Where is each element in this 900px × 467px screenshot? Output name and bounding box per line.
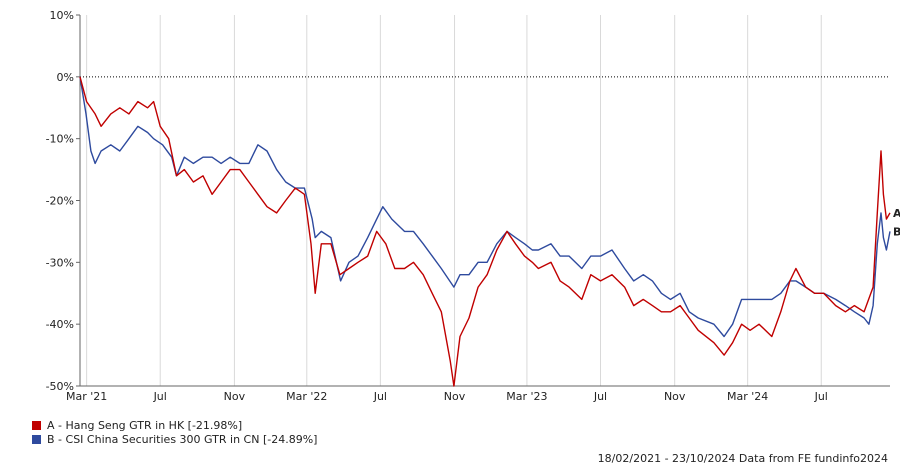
series-end-label-a: A bbox=[893, 207, 900, 220]
y-tick-label-6: -50% bbox=[46, 380, 74, 393]
footer-source: 18/02/2021 - 23/10/2024 Data from FE fun… bbox=[597, 452, 888, 465]
legend-label-b: B - CSI China Securities 300 GTR in CN [… bbox=[47, 432, 318, 446]
y-tick-labels: 10% 0% -10% -20% -30% -40% -50% bbox=[46, 9, 74, 393]
legend-label-a: A - Hang Seng GTR in HK [-21.98%] bbox=[47, 418, 243, 432]
series-layer bbox=[79, 76, 891, 387]
x-tick-label-1: Jul bbox=[153, 390, 167, 403]
legend-item-b: B - CSI China Securities 300 GTR in CN [… bbox=[32, 432, 317, 446]
x-tick-label-7: Jul bbox=[593, 390, 607, 403]
legend-swatch-a bbox=[32, 420, 41, 430]
series-line-a bbox=[79, 76, 891, 387]
x-tick-label-10: Jul bbox=[814, 390, 828, 403]
grid-lines bbox=[86, 15, 822, 386]
x-tick-label-9: Mar '24 bbox=[727, 390, 768, 403]
legend: A - Hang Seng GTR in HK [-21.98%] B - CS… bbox=[32, 418, 317, 446]
x-tick-label-4: Jul bbox=[373, 390, 387, 403]
series-end-label-b: B bbox=[893, 225, 900, 238]
y-tick-label-3: -20% bbox=[46, 195, 74, 208]
y-tick-label-4: -30% bbox=[46, 256, 74, 269]
legend-swatch-b bbox=[32, 434, 41, 444]
x-tick-label-0: Mar '21 bbox=[66, 390, 107, 403]
x-tick-label-8: Nov bbox=[664, 390, 686, 403]
legend-item-a: A - Hang Seng GTR in HK [-21.98%] bbox=[32, 418, 317, 432]
x-tick-label-6: Mar '23 bbox=[506, 390, 547, 403]
x-tick-labels: Mar '21 Jul Nov Mar '22 Jul Nov Mar '23 Jul Nov M… bbox=[66, 390, 828, 403]
x-tick-label-3: Mar '22 bbox=[286, 390, 327, 403]
x-tick-label-2: Nov bbox=[224, 390, 246, 403]
y-tick-label-0: 10% bbox=[50, 9, 74, 22]
axes bbox=[76, 14, 890, 387]
series-end-markers: AB bbox=[893, 207, 900, 239]
y-tick-label-2: -10% bbox=[46, 133, 74, 146]
y-tick-label-5: -40% bbox=[46, 318, 74, 331]
series-line-b bbox=[79, 76, 891, 338]
x-tick-label-5: Nov bbox=[444, 390, 466, 403]
y-tick-label-1: 0% bbox=[57, 71, 74, 84]
